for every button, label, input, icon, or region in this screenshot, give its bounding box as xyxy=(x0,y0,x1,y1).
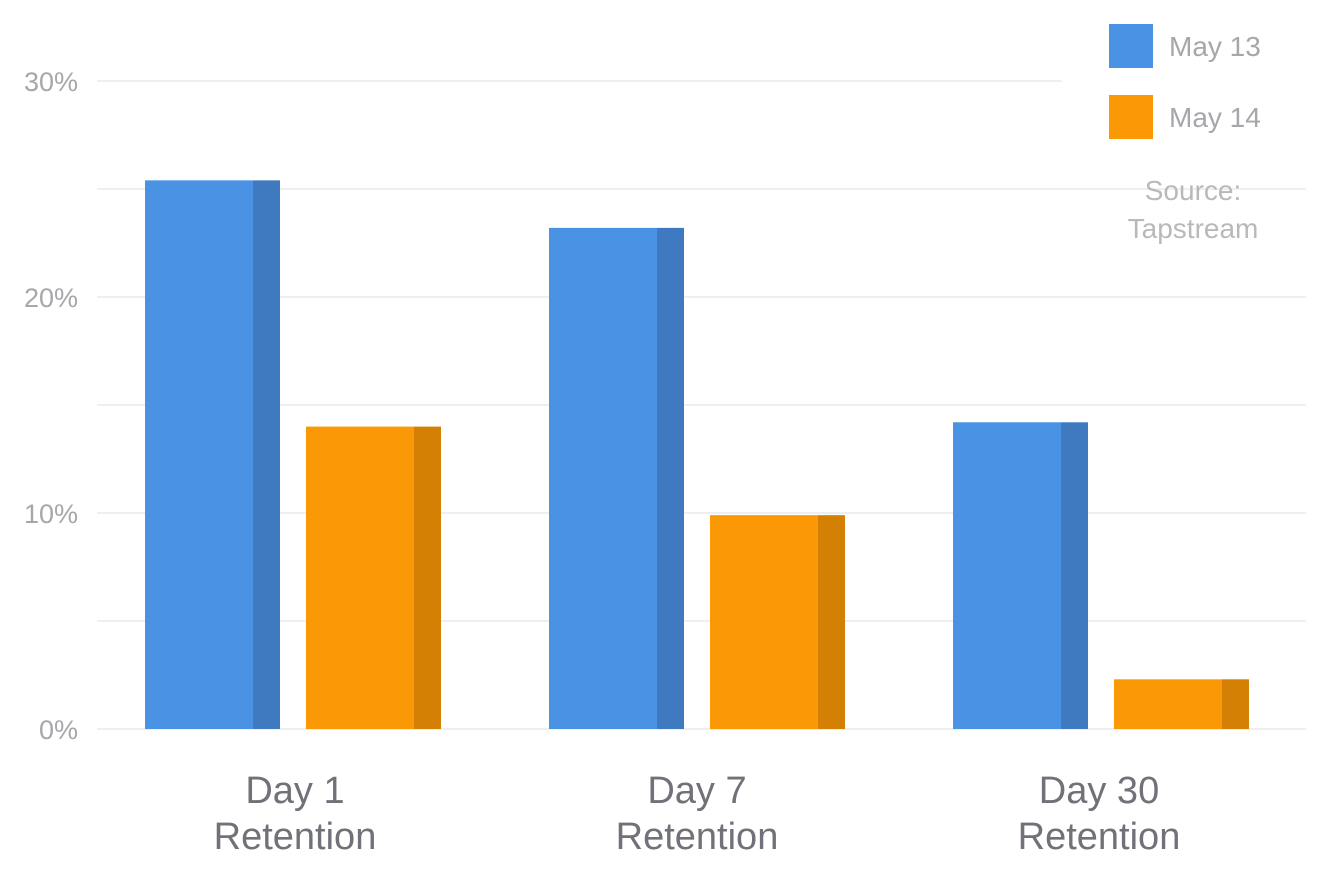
y-tick-label: 30% xyxy=(24,67,78,97)
bar xyxy=(306,426,414,729)
bar-shade xyxy=(657,227,684,729)
bar xyxy=(953,422,1061,729)
legend: May 13 May 14 xyxy=(1109,24,1261,139)
x-tick-label: Day 1 xyxy=(245,770,344,812)
x-tick-label: Retention xyxy=(1018,816,1181,858)
x-tick-label: Day 7 xyxy=(647,770,746,812)
bars xyxy=(145,180,1249,730)
bar xyxy=(710,515,818,729)
bar xyxy=(145,180,253,730)
y-axis: 0% 10% 20% 30% xyxy=(24,67,78,745)
y-tick-label: 0% xyxy=(39,715,78,745)
bar-shade xyxy=(253,180,280,730)
source-text: Source: xyxy=(1145,175,1242,206)
legend-label: May 13 xyxy=(1169,31,1261,62)
x-tick-label: Day 30 xyxy=(1039,770,1159,812)
source-text: Tapstream xyxy=(1128,213,1259,244)
source-note: Source: Tapstream xyxy=(1128,175,1259,244)
bar-shade xyxy=(1061,422,1088,729)
gridlines xyxy=(97,80,1306,730)
x-tick-label: Retention xyxy=(616,816,779,858)
legend-label: May 14 xyxy=(1169,102,1261,133)
bar-shade xyxy=(818,515,845,729)
x-tick-label: Retention xyxy=(214,816,377,858)
bar xyxy=(1114,679,1222,729)
y-tick-label: 20% xyxy=(24,283,78,313)
y-tick-label: 10% xyxy=(24,499,78,529)
bar xyxy=(549,227,657,729)
legend-swatch xyxy=(1109,95,1153,139)
bar-shade xyxy=(1222,679,1249,729)
legend-swatch xyxy=(1109,24,1153,68)
bar-shade xyxy=(414,426,441,729)
